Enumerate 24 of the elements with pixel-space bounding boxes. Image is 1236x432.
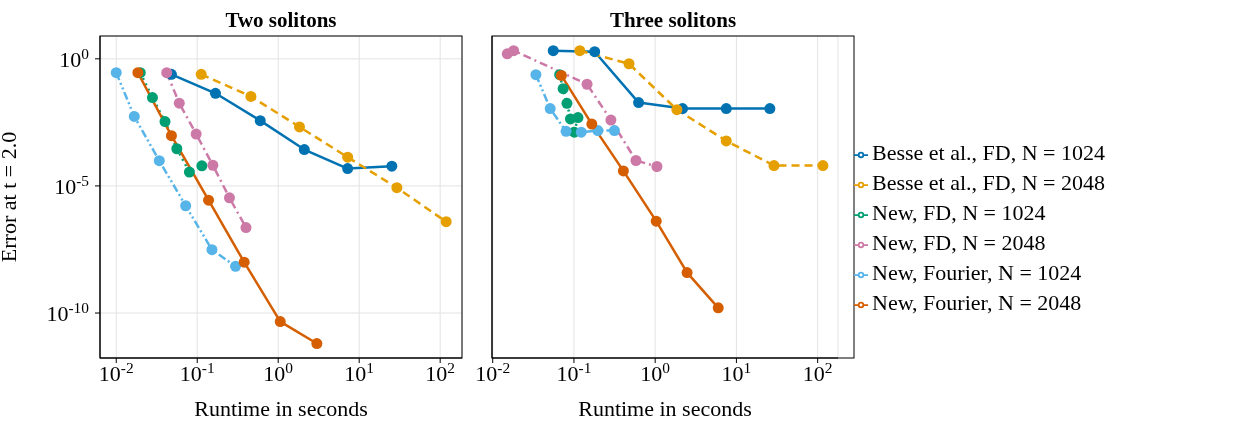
x-axis-title: Runtime in seconds xyxy=(194,396,368,421)
x-tick-label: 10$^{2}$ xyxy=(802,358,833,386)
x-tick-label: 10$^{-1}$ xyxy=(556,358,592,386)
x-tick-label: 10$^{2}$ xyxy=(425,358,456,386)
x-tick-label: 10$^{-1}$ xyxy=(179,358,215,386)
legend-label: New, Fourier, N = 1024 xyxy=(872,260,1082,285)
legend-label: Besse et al., FD, N = 2048 xyxy=(872,170,1105,195)
x-tick-label: 10$^{0}$ xyxy=(640,358,671,386)
legend-label: New, Fourier, N = 2048 xyxy=(872,290,1082,315)
x-tick-label: 10$^{-2}$ xyxy=(98,358,134,386)
y-tick-label: 10$^{-10}$ xyxy=(46,298,90,327)
y-axis-title: Error at t = 2.0 xyxy=(0,131,21,263)
chart-title: Two solitons xyxy=(224,8,338,32)
x-axis-title: Runtime in seconds xyxy=(578,396,752,421)
x-tick-label: 10$^{1}$ xyxy=(344,358,375,386)
y-tick-label: 10$^{0}$ xyxy=(59,44,90,72)
legend-label: New, FD, N = 2048 xyxy=(872,230,1046,255)
x-tick-label: 10$^{-2}$ xyxy=(475,358,511,386)
legend-label: Besse et al., FD, N = 1024 xyxy=(872,140,1105,165)
x-tick-label: 10$^{0}$ xyxy=(263,358,294,386)
x-tick-label: 10$^{1}$ xyxy=(721,358,752,386)
legend-label: New, FD, N = 1024 xyxy=(872,200,1046,225)
chart-title: Three solitons xyxy=(608,8,738,32)
y-tick-label: 10$^{-5}$ xyxy=(54,171,90,199)
